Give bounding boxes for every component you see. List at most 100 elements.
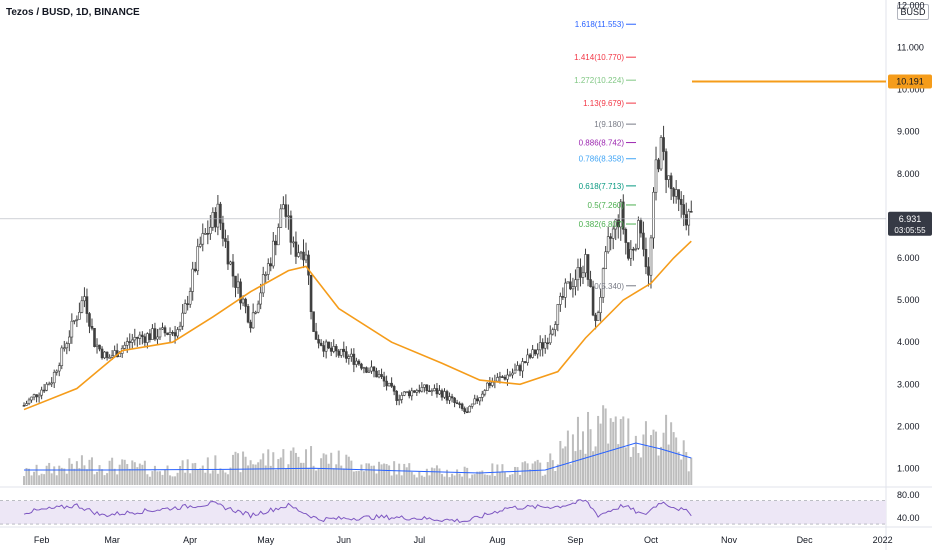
volume-bar bbox=[539, 462, 542, 485]
volume-bar bbox=[556, 464, 559, 485]
candle-body bbox=[78, 311, 81, 320]
candle-body bbox=[30, 396, 33, 401]
volume-bar bbox=[345, 454, 348, 485]
volume-bar bbox=[690, 457, 693, 485]
volume-bar bbox=[685, 452, 688, 485]
candle-body bbox=[45, 383, 48, 391]
volume-bar bbox=[619, 419, 622, 485]
time-tick-label: Aug bbox=[489, 535, 505, 545]
volume-bar bbox=[40, 473, 43, 485]
candle-body bbox=[491, 381, 494, 386]
candle-body bbox=[460, 403, 464, 409]
volume-bar bbox=[269, 465, 272, 485]
volume-bar bbox=[423, 476, 426, 485]
volume-bar bbox=[534, 461, 537, 485]
volume-bar bbox=[471, 474, 474, 485]
volume-bar bbox=[662, 432, 665, 485]
candle-body bbox=[616, 219, 620, 228]
candle-body bbox=[299, 251, 303, 254]
candle-body bbox=[110, 355, 114, 358]
candle-body bbox=[621, 201, 625, 230]
volume-bar bbox=[189, 473, 192, 485]
candle-body bbox=[32, 394, 36, 398]
volume-bar bbox=[498, 472, 501, 485]
volume-bar bbox=[395, 474, 398, 485]
volume-bar bbox=[506, 477, 509, 485]
candle-body bbox=[571, 286, 575, 290]
candle-body bbox=[221, 222, 225, 239]
candle-body bbox=[475, 398, 479, 402]
candle-body bbox=[465, 411, 469, 414]
candle-body bbox=[342, 348, 346, 352]
volume-bar bbox=[199, 468, 202, 485]
volume-bar bbox=[58, 465, 61, 485]
candle-body bbox=[307, 254, 310, 276]
volume-bar bbox=[96, 471, 99, 485]
volume-bar bbox=[60, 467, 63, 485]
volume-bar bbox=[675, 437, 678, 485]
candle-body bbox=[652, 191, 655, 239]
volume-bar bbox=[70, 463, 73, 485]
candle-body bbox=[203, 233, 207, 235]
currency-badge[interactable]: BUSD bbox=[897, 4, 929, 20]
candle-body bbox=[365, 367, 368, 373]
volume-bar bbox=[277, 459, 280, 485]
candle-body bbox=[171, 332, 174, 334]
candle-body bbox=[22, 405, 26, 407]
volume-bar bbox=[85, 469, 88, 485]
volume-bar bbox=[564, 446, 567, 485]
volume-bar bbox=[224, 472, 227, 485]
volume-bar bbox=[327, 463, 330, 485]
candle-body bbox=[659, 137, 663, 170]
candle-body bbox=[382, 376, 386, 382]
volume-bar bbox=[544, 474, 547, 485]
volume-bar bbox=[405, 467, 408, 485]
candle-body bbox=[284, 204, 288, 217]
candle-body bbox=[564, 282, 567, 298]
candle-body bbox=[309, 274, 313, 313]
candle-body bbox=[624, 229, 628, 243]
candle-body bbox=[201, 233, 205, 245]
volume-bar bbox=[98, 465, 101, 485]
volume-bar bbox=[103, 475, 106, 485]
candle-body bbox=[166, 332, 169, 335]
volume-bar bbox=[45, 465, 48, 485]
volume-bar bbox=[373, 465, 376, 485]
candle-body bbox=[518, 365, 522, 372]
candle-body bbox=[60, 347, 64, 366]
volume-bar bbox=[574, 451, 577, 485]
volume-bar bbox=[221, 470, 224, 485]
price-tick-label: 3.000 bbox=[897, 379, 920, 389]
volume-bar bbox=[514, 466, 517, 485]
candle-body bbox=[657, 159, 660, 170]
volume-bar bbox=[622, 416, 625, 485]
candle-body bbox=[425, 384, 429, 391]
candle-body bbox=[639, 220, 643, 234]
volume-bar bbox=[176, 472, 179, 485]
volume-bar bbox=[126, 464, 129, 485]
candle-body bbox=[103, 351, 106, 359]
candle-body bbox=[244, 298, 247, 307]
volume-bar bbox=[483, 474, 486, 485]
volume-bar bbox=[128, 468, 131, 485]
candle-body bbox=[297, 252, 300, 257]
volume-bar bbox=[491, 463, 494, 485]
candle-body bbox=[503, 376, 507, 380]
volume-bar bbox=[294, 452, 297, 485]
candle-body bbox=[385, 380, 388, 387]
volume-bar bbox=[365, 463, 368, 485]
candle-body bbox=[161, 327, 164, 330]
volume-bar bbox=[561, 448, 564, 485]
candle-body bbox=[219, 203, 222, 224]
candle-body bbox=[589, 279, 592, 288]
candle-body bbox=[231, 261, 235, 277]
volume-bar bbox=[136, 467, 139, 485]
volume-bar bbox=[55, 475, 58, 485]
volume-bar bbox=[624, 447, 627, 485]
rsi-tick-label: 40.00 bbox=[897, 513, 920, 523]
volume-bar bbox=[629, 456, 632, 485]
volume-bar bbox=[473, 474, 476, 485]
candle-body bbox=[614, 219, 618, 230]
